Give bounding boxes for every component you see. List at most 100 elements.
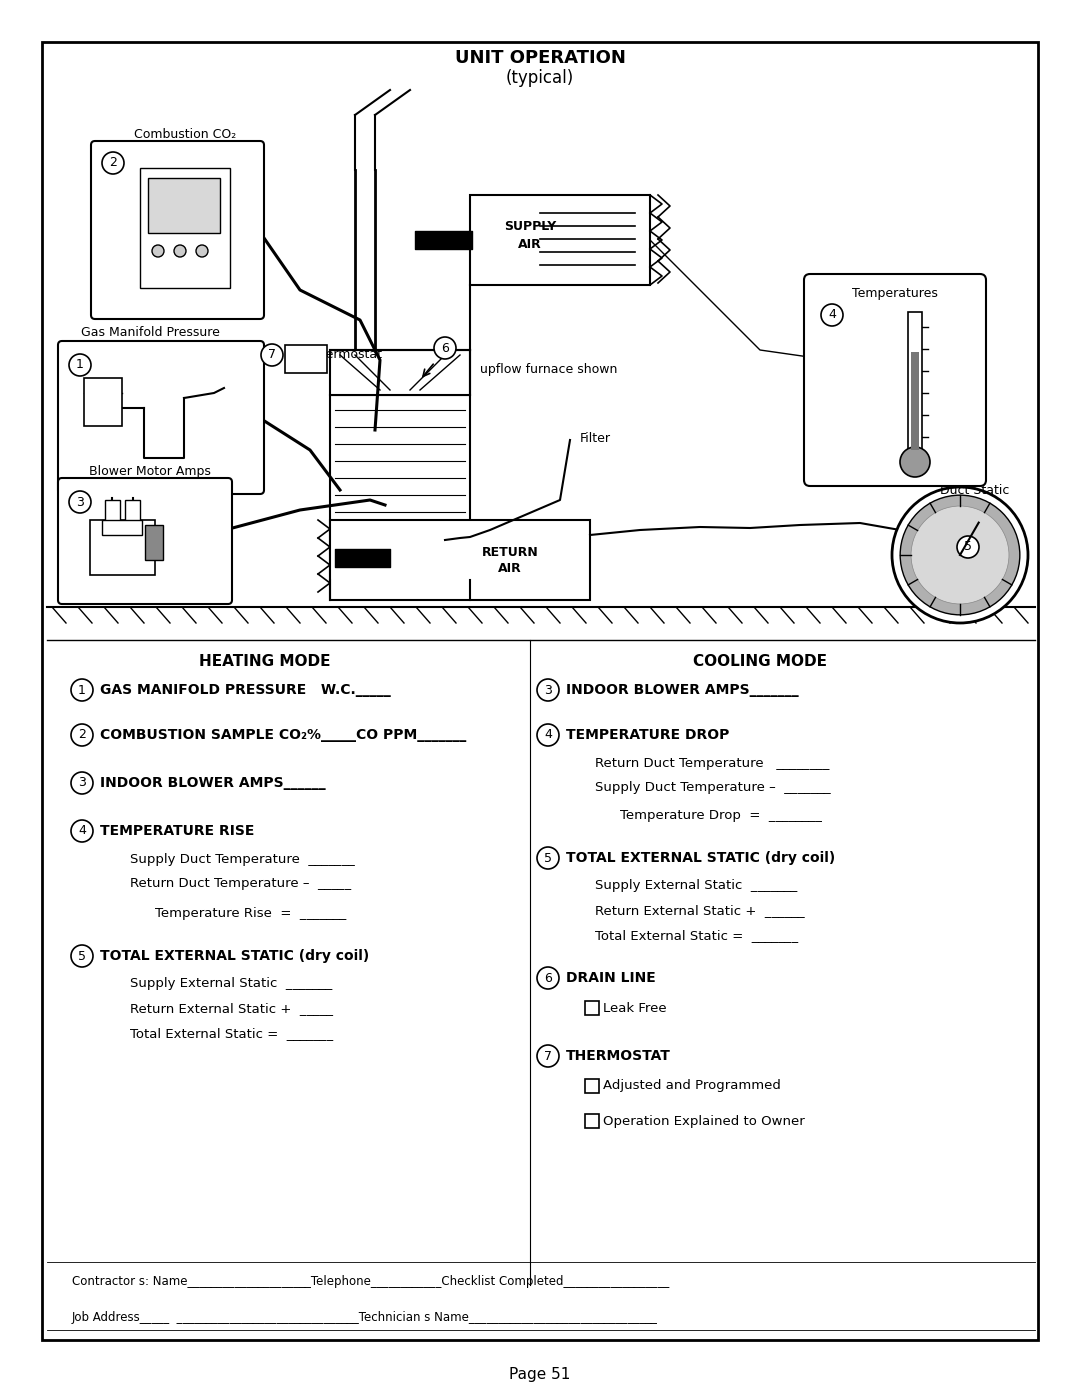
Text: 7: 7 [544, 1049, 552, 1063]
Bar [470, 196, 650, 285]
Text: TOTAL EXTERNAL STATIC (dry coil): TOTAL EXTERNAL STATIC (dry coil) [100, 949, 369, 963]
FancyBboxPatch shape [58, 478, 232, 604]
Text: COOLING MODE: COOLING MODE [693, 655, 827, 669]
Text: Total External Static =  _______: Total External Static = _______ [595, 929, 798, 943]
Text: DRAIN LINE: DRAIN LINE [566, 971, 656, 985]
Text: Supply Duct Temperature –  _______: Supply Duct Temperature – _______ [595, 781, 831, 795]
Text: AIR: AIR [518, 237, 542, 250]
Circle shape [71, 944, 93, 967]
Text: Page 51: Page 51 [510, 1368, 570, 1383]
Text: COMBUSTION SAMPLE CO₂%_____CO PPM_______: COMBUSTION SAMPLE CO₂%_____CO PPM_______ [100, 728, 467, 742]
Text: Thermostat: Thermostat [310, 348, 382, 362]
Text: Filter: Filter [580, 432, 611, 444]
Text: Blower Motor Amps: Blower Motor Amps [89, 465, 211, 479]
Text: 3: 3 [544, 683, 552, 697]
Circle shape [537, 724, 559, 746]
Text: Temperature Rise  =  _______: Temperature Rise = _______ [156, 908, 347, 921]
FancyBboxPatch shape [58, 341, 264, 495]
Text: 5: 5 [964, 541, 972, 553]
Circle shape [957, 536, 978, 557]
Bar [84, 379, 122, 426]
Text: SUPPLY: SUPPLY [504, 221, 556, 233]
Text: Return External Static +  ______: Return External Static + ______ [595, 904, 805, 918]
Text: Supply External Static  _______: Supply External Static _______ [595, 880, 797, 893]
Text: Return Duct Temperature   ________: Return Duct Temperature ________ [595, 757, 829, 770]
Bar [585, 1113, 599, 1127]
Circle shape [537, 679, 559, 701]
Text: Operation Explained to Owner: Operation Explained to Owner [603, 1115, 805, 1127]
Text: 6: 6 [441, 341, 449, 355]
Circle shape [152, 244, 164, 257]
Circle shape [71, 820, 93, 842]
FancyBboxPatch shape [804, 274, 986, 486]
Bar [908, 312, 922, 450]
Text: Gas Manifold Pressure: Gas Manifold Pressure [81, 326, 219, 338]
Bar [102, 520, 141, 535]
Circle shape [900, 495, 1020, 615]
Text: 4: 4 [544, 728, 552, 742]
Text: 2: 2 [109, 156, 117, 169]
Text: HEATING MODE: HEATING MODE [199, 655, 330, 669]
Text: Contractor s: Name_____________________Telephone____________Checklist Completed_: Contractor s: Name_____________________T… [72, 1275, 670, 1288]
Text: 1: 1 [78, 683, 86, 697]
Circle shape [892, 488, 1028, 623]
Text: 5: 5 [544, 852, 552, 865]
Bar [125, 500, 140, 522]
Bar [585, 1078, 599, 1092]
Text: Supply Duct Temperature  _______: Supply Duct Temperature _______ [130, 852, 354, 866]
Text: 4: 4 [78, 824, 86, 837]
Bar [105, 500, 120, 522]
Text: 6: 6 [544, 971, 552, 985]
Text: INDOOR BLOWER AMPS_______: INDOOR BLOWER AMPS_______ [566, 683, 798, 697]
Text: UNIT OPERATION: UNIT OPERATION [455, 49, 625, 67]
Text: 1: 1 [76, 359, 84, 372]
Text: 5: 5 [78, 950, 86, 963]
Text: 2: 2 [78, 728, 86, 742]
Bar [330, 395, 470, 580]
Text: (typical): (typical) [505, 68, 575, 87]
Circle shape [71, 773, 93, 793]
Text: THERMOSTAT: THERMOSTAT [566, 1049, 671, 1063]
Text: Duct Static: Duct Static [940, 483, 1010, 496]
Bar [145, 525, 163, 560]
Text: Supply External Static  _______: Supply External Static _______ [130, 978, 333, 990]
Text: Combustion CO₂: Combustion CO₂ [134, 129, 237, 141]
Bar [585, 1002, 599, 1016]
Circle shape [71, 679, 93, 701]
Circle shape [537, 967, 559, 989]
Text: Job Address_____  _______________________________Technician s Name______________: Job Address_____ _______________________… [72, 1310, 658, 1323]
Circle shape [434, 337, 456, 359]
Bar [148, 177, 220, 233]
Text: TEMPERATURE DROP: TEMPERATURE DROP [566, 728, 729, 742]
Circle shape [900, 447, 930, 476]
Text: upflow furnace shown: upflow furnace shown [480, 363, 618, 377]
Text: Return External Static +  _____: Return External Static + _____ [130, 1003, 333, 1016]
Text: 7: 7 [268, 348, 276, 362]
Text: 4: 4 [828, 309, 836, 321]
Text: Leak Free: Leak Free [603, 1002, 666, 1014]
Text: TOTAL EXTERNAL STATIC (dry coil): TOTAL EXTERNAL STATIC (dry coil) [566, 851, 835, 865]
Circle shape [261, 344, 283, 366]
Bar [90, 520, 156, 576]
Circle shape [195, 244, 208, 257]
Text: GAS MANIFOLD PRESSURE   W.C._____: GAS MANIFOLD PRESSURE W.C._____ [100, 683, 391, 697]
Text: Temperature Drop  =  ________: Temperature Drop = ________ [620, 809, 822, 823]
Text: TEMPERATURE RISE: TEMPERATURE RISE [100, 824, 255, 838]
Bar [285, 345, 327, 373]
Circle shape [537, 1045, 559, 1067]
Circle shape [912, 506, 1009, 604]
Circle shape [821, 305, 843, 326]
Circle shape [69, 490, 91, 513]
Circle shape [102, 152, 124, 175]
Bar [140, 168, 230, 288]
Text: Temperatures: Temperatures [852, 288, 937, 300]
Bar [330, 351, 470, 395]
Circle shape [71, 724, 93, 746]
Circle shape [69, 353, 91, 376]
Text: RETURN: RETURN [482, 546, 538, 560]
Bar [912, 352, 919, 450]
Circle shape [174, 244, 186, 257]
Text: AIR: AIR [498, 563, 522, 576]
Text: 3: 3 [76, 496, 84, 509]
Text: Adjusted and Programmed: Adjusted and Programmed [603, 1080, 781, 1092]
